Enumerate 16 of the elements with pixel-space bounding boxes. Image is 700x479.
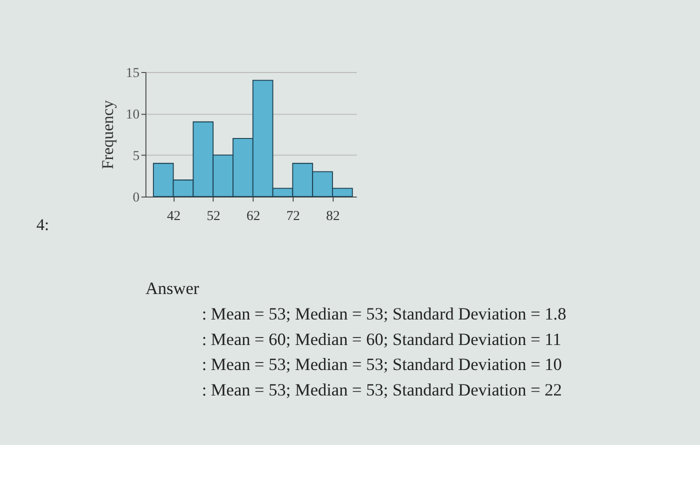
x-tick-label: 52 — [206, 208, 221, 223]
y-tick-label: 15 — [126, 65, 140, 80]
text: : Mean = 53; Median = 53; Standard Deviation = 1.8 — [202, 304, 566, 324]
y-tick-label: 5 — [132, 148, 140, 164]
x-tick-label: 62 — [246, 208, 260, 223]
x-tick-label: 42 — [166, 208, 181, 223]
text: : Mean = 53; Median = 53; Standard Deviation = 22 — [202, 380, 562, 400]
text: 4: — [36, 215, 50, 234]
y-tick-label: 10 — [126, 106, 140, 122]
text: Answer — [145, 278, 200, 298]
y-tick-label: 0 — [132, 190, 140, 205]
text: : Mean = 53; Median = 53; Standard Deviation = 10 — [202, 355, 562, 374]
text: : Mean = 60; Median = 60; Standard Deviation = 11 — [202, 330, 562, 349]
x-tick-label: 82 — [326, 208, 340, 223]
y-axis-title: Frequency — [98, 99, 118, 170]
x-tick-label: 72 — [286, 208, 300, 223]
